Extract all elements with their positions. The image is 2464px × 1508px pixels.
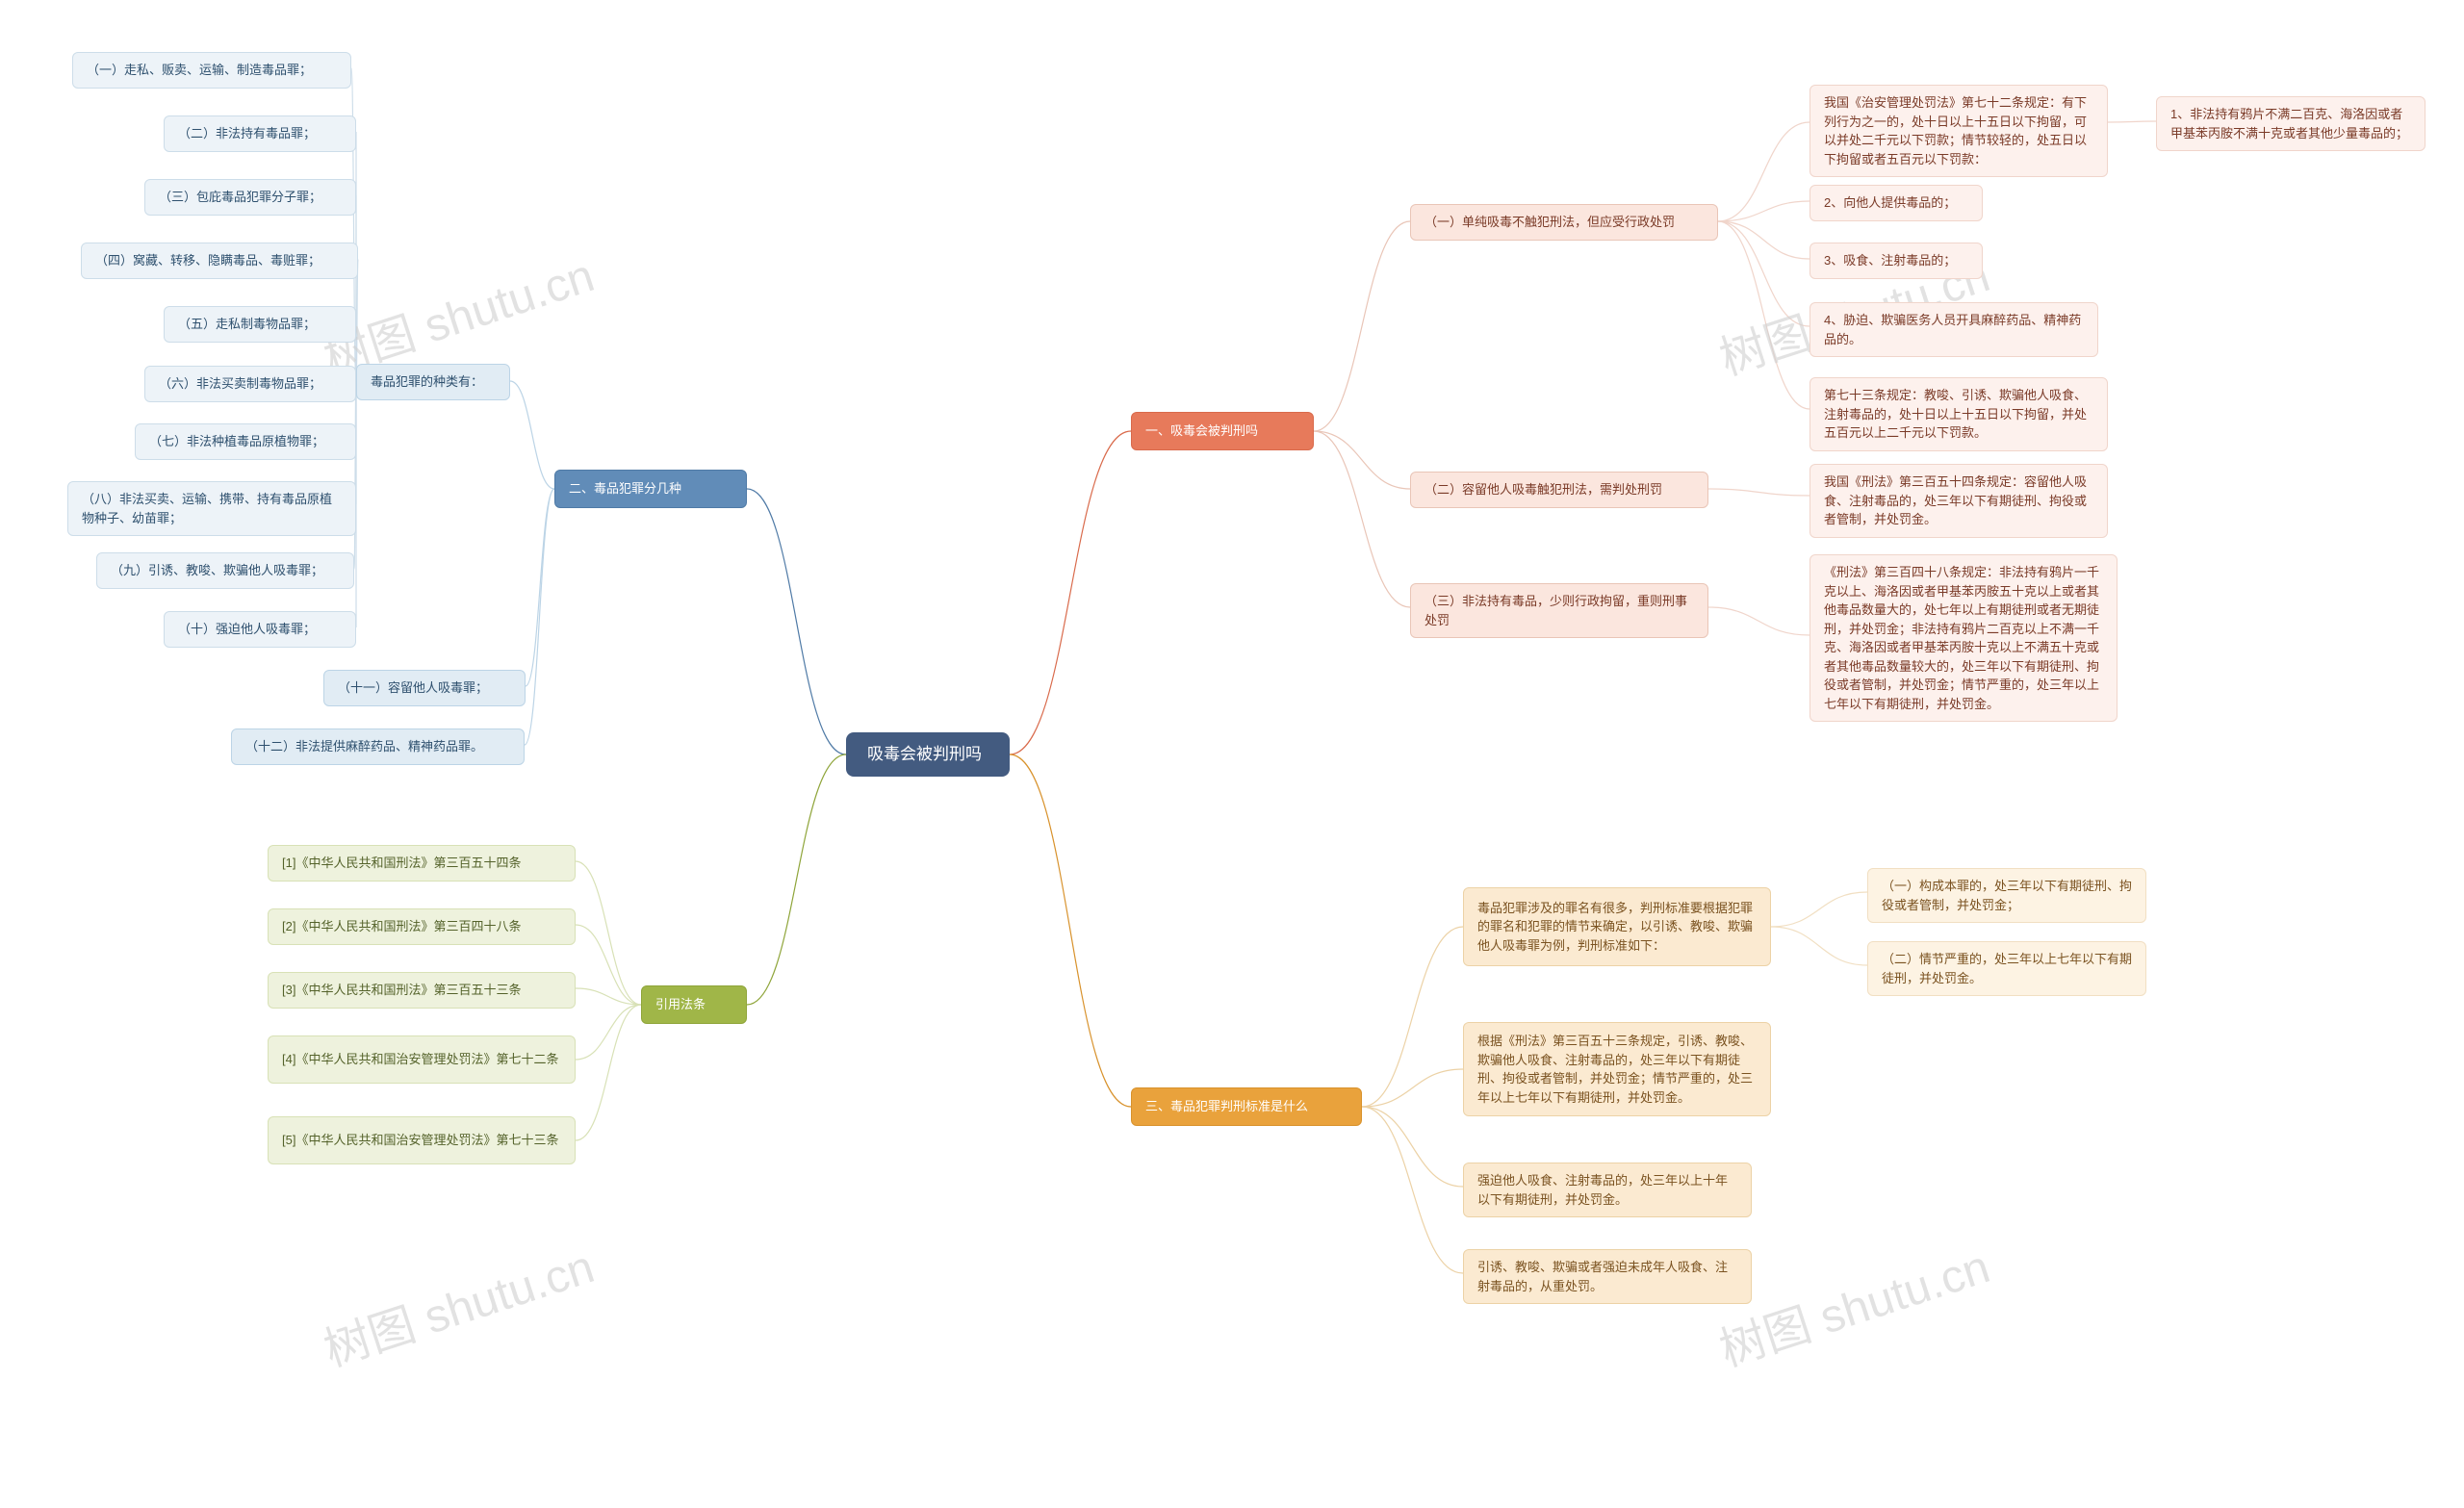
mindmap-node: 引诱、教唆、欺骗或者强迫未成年人吸食、注射毒品的，从重处罚。: [1463, 1249, 1752, 1304]
mindmap-node: 我国《治安管理处罚法》第七十二条规定：有下列行为之一的，处十日以上十五日以下拘留…: [1810, 85, 2108, 177]
mindmap-node: [2]《中华人民共和国刑法》第三百四十八条: [268, 908, 576, 945]
mindmap-node: （六）非法买卖制毒物品罪；: [144, 366, 356, 402]
mindmap-node: 1、非法持有鸦片不满二百克、海洛因或者甲基苯丙胺不满十克或者其他少量毒品的；: [2156, 96, 2426, 151]
mindmap-node: 一、吸毒会被判刑吗: [1131, 412, 1314, 450]
mindmap-node: （十一）容留他人吸毒罪；: [323, 670, 526, 706]
mindmap-node: 引用法条: [641, 985, 747, 1024]
mindmap-node: 根据《刑法》第三百五十三条规定，引诱、教唆、欺骗他人吸食、注射毒品的，处三年以下…: [1463, 1022, 1771, 1116]
mindmap-node: （二）情节严重的，处三年以上七年以下有期徒刑，并处罚金。: [1867, 941, 2146, 996]
mindmap-node: 强迫他人吸食、注射毒品的，处三年以上十年以下有期徒刑，并处罚金。: [1463, 1163, 1752, 1217]
mindmap-node: [5]《中华人民共和国治安管理处罚法》第七十三条: [268, 1116, 576, 1164]
mindmap-node: 3、吸食、注射毒品的；: [1810, 243, 1983, 279]
mindmap-node: 毒品犯罪的种类有：: [356, 364, 510, 400]
mindmap-node: （四）窝藏、转移、隐瞒毒品、毒赃罪；: [81, 243, 358, 279]
mindmap-node: 毒品犯罪涉及的罪名有很多，判刑标准要根据犯罪的罪名和犯罪的情节来确定，以引诱、教…: [1463, 887, 1771, 966]
mindmap-node: 二、毒品犯罪分几种: [554, 470, 747, 508]
mindmap-node: 2、向他人提供毒品的；: [1810, 185, 1983, 221]
watermark: 树图 shutu.cn: [314, 1229, 601, 1379]
mindmap-node: （九）引诱、教唆、欺骗他人吸毒罪；: [96, 552, 354, 589]
mindmap-node: （八）非法买卖、运输、携带、持有毒品原植物种子、幼苗罪；: [67, 481, 356, 536]
mindmap-node: （三）包庇毒品犯罪分子罪；: [144, 179, 356, 216]
mindmap-node: （一）单纯吸毒不触犯刑法，但应受行政处罚: [1410, 204, 1718, 241]
mindmap-node: （三）非法持有毒品，少则行政拘留，重则刑事处罚: [1410, 583, 1708, 638]
mindmap-node: （二）容留他人吸毒触犯刑法，需判处刑罚: [1410, 472, 1708, 508]
mindmap-node: （七）非法种植毒品原植物罪；: [135, 423, 356, 460]
mindmap-node: （十二）非法提供麻醉药品、精神药品罪。: [231, 728, 525, 765]
mindmap-node: [1]《中华人民共和国刑法》第三百五十四条: [268, 845, 576, 882]
mindmap-node: （一）走私、贩卖、运输、制造毒品罪；: [72, 52, 351, 89]
mindmap-node: 《刑法》第三百四十八条规定：非法持有鸦片一千克以上、海洛因或者甲基苯丙胺五十克以…: [1810, 554, 2118, 722]
mindmap-node: 4、胁迫、欺骗医务人员开具麻醉药品、精神药品的。: [1810, 302, 2098, 357]
mindmap-node: 第七十三条规定：教唆、引诱、欺骗他人吸食、注射毒品的，处十日以上十五日以下拘留，…: [1810, 377, 2108, 451]
mindmap-node: 三、毒品犯罪判刑标准是什么: [1131, 1087, 1362, 1126]
mindmap-node: 我国《刑法》第三百五十四条规定：容留他人吸食、注射毒品的，处三年以下有期徒刑、拘…: [1810, 464, 2108, 538]
mindmap-node: （二）非法持有毒品罪；: [164, 115, 356, 152]
mindmap-node: （五）走私制毒物品罪；: [164, 306, 356, 343]
watermark: 树图 shutu.cn: [1709, 1229, 1996, 1379]
mindmap-node: （十）强迫他人吸毒罪；: [164, 611, 356, 648]
root-node: 吸毒会被判刑吗: [846, 732, 1010, 777]
mindmap-node: （一）构成本罪的，处三年以下有期徒刑、拘役或者管制，并处罚金；: [1867, 868, 2146, 923]
mindmap-node: [3]《中华人民共和国刑法》第三百五十三条: [268, 972, 576, 1009]
mindmap-node: [4]《中华人民共和国治安管理处罚法》第七十二条: [268, 1035, 576, 1084]
